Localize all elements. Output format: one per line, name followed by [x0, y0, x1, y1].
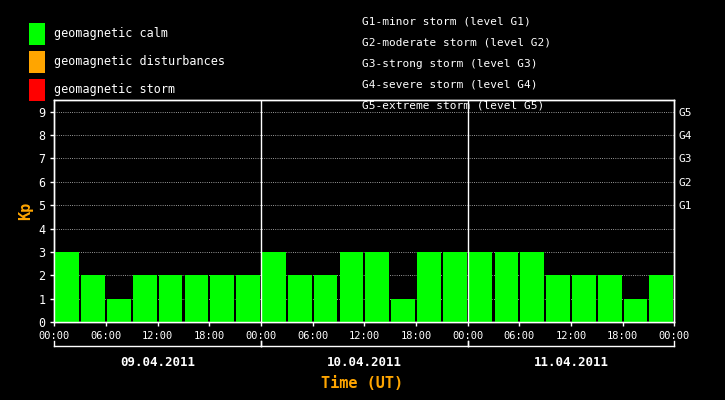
Bar	[365, 252, 389, 322]
Bar	[133, 275, 157, 322]
Bar	[55, 252, 79, 322]
Text: 11.04.2011: 11.04.2011	[534, 356, 608, 368]
Text: geomagnetic calm: geomagnetic calm	[54, 28, 167, 40]
Text: G4-severe storm (level G4): G4-severe storm (level G4)	[362, 80, 538, 90]
Bar	[546, 275, 570, 322]
Bar	[185, 275, 208, 322]
Bar	[572, 275, 596, 322]
Bar	[339, 252, 363, 322]
Bar	[392, 299, 415, 322]
Bar	[468, 252, 492, 322]
Bar	[598, 275, 621, 322]
Text: G2-moderate storm (level G2): G2-moderate storm (level G2)	[362, 38, 552, 48]
Bar	[650, 275, 674, 322]
Bar	[262, 252, 286, 322]
Bar	[288, 275, 312, 322]
Text: 10.04.2011: 10.04.2011	[327, 356, 402, 368]
Bar	[314, 275, 337, 322]
Bar	[417, 252, 441, 322]
Bar	[494, 252, 518, 322]
Bar	[159, 275, 183, 322]
Bar	[107, 299, 130, 322]
Y-axis label: Kp: Kp	[17, 202, 33, 220]
Bar	[81, 275, 105, 322]
Text: geomagnetic storm: geomagnetic storm	[54, 84, 175, 96]
Text: geomagnetic disturbances: geomagnetic disturbances	[54, 56, 225, 68]
Bar	[624, 299, 647, 322]
Bar	[521, 252, 544, 322]
Text: G1-minor storm (level G1): G1-minor storm (level G1)	[362, 17, 531, 27]
Bar	[443, 252, 467, 322]
Text: G3-strong storm (level G3): G3-strong storm (level G3)	[362, 59, 538, 69]
Text: Time (UT): Time (UT)	[321, 376, 404, 391]
Text: G5-extreme storm (level G5): G5-extreme storm (level G5)	[362, 100, 544, 110]
Text: 09.04.2011: 09.04.2011	[120, 356, 195, 368]
Bar	[236, 275, 260, 322]
Bar	[210, 275, 234, 322]
